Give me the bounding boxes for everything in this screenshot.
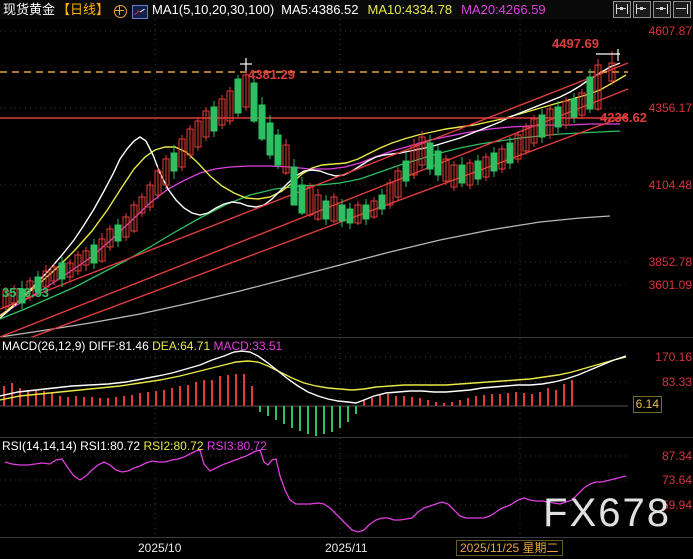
ma100-line xyxy=(0,215,611,337)
rsi-y-axis[interactable]: 87.34 73.64 59.94 xyxy=(627,438,693,538)
macd-dea-value: DEA:64.71 xyxy=(152,339,211,353)
macd-y-axis[interactable]: 170.16 83.33 6.14 xyxy=(627,338,693,438)
trend-channel-lines xyxy=(0,62,628,337)
candlestick-series xyxy=(2,49,620,311)
macd-plot-area[interactable] xyxy=(0,338,628,438)
price-plot-area[interactable] xyxy=(0,19,628,337)
rsi-y-label: 59.94 xyxy=(661,498,692,512)
macd-y-label: 83.33 xyxy=(661,375,692,389)
annotation-swing-high: 4381.29 xyxy=(248,67,295,82)
price-svg xyxy=(0,19,628,337)
jump-latest-button[interactable] xyxy=(673,1,691,18)
rsi-pane[interactable]: RSI(14,14,14) RSI1:80.72 RSI2:80.72 RSI3… xyxy=(0,437,693,538)
crosshair-circle-icon[interactable] xyxy=(114,5,128,18)
watermark: FX678 xyxy=(543,491,671,535)
rsi-title-row: RSI(14,14,14) RSI1:80.72 RSI2:80.72 RSI3… xyxy=(2,439,267,453)
macd-histogram-negative xyxy=(259,406,357,436)
annotation-low-price: 3579.53 xyxy=(2,285,49,300)
price-y-label: 4104.48 xyxy=(648,178,692,192)
fit-screen-button[interactable] xyxy=(613,1,631,18)
symbol-label: 现货黄金 xyxy=(3,2,56,17)
ma10-value: MA10:4334.78 xyxy=(367,2,453,17)
ma30-line xyxy=(0,130,621,320)
shift-left-button[interactable] xyxy=(633,1,651,18)
macd-macd-value: MACD:33.51 xyxy=(213,339,283,353)
macd-title-row: MACD(26,12,9) DIFF:81.46 DEA:64.71 MACD:… xyxy=(2,339,282,353)
macd-param-label: MACD(26,12,9) xyxy=(2,339,86,353)
rsi1-value: RSI1:80.72 xyxy=(80,439,141,453)
macd-pane[interactable]: MACD(26,12,9) DIFF:81.46 DEA:64.71 MACD:… xyxy=(0,337,693,438)
price-y-label: 3852.78 xyxy=(648,255,692,269)
macd-y-label: 170.16 xyxy=(655,350,692,364)
annotation-high-price: 4497.69 xyxy=(552,36,599,51)
time-tick-label: 2025/11 xyxy=(325,541,368,555)
price-y-axis[interactable]: 4607.87 4356.17 4104.48 3852.78 3601.09 xyxy=(627,19,693,337)
macd-svg xyxy=(0,338,628,438)
rsi-line xyxy=(4,449,627,533)
rsi-y-label: 73.64 xyxy=(661,473,692,487)
ma5-value: MA5:4386.52 xyxy=(281,2,359,17)
price-candlestick-pane[interactable]: 4497.69 4381.29 4236.62 3579.53 4607.87 … xyxy=(0,19,693,337)
ma-config-label: MA1(5,10,20,30,100) xyxy=(152,2,275,17)
rsi-plot-area[interactable] xyxy=(0,438,628,538)
rsi-svg xyxy=(0,438,628,538)
price-grid xyxy=(0,19,628,337)
period-label: 【日线】 xyxy=(57,2,110,17)
macd-current-value-badge: 6.14 xyxy=(632,396,662,413)
price-y-label: 4607.87 xyxy=(648,24,692,38)
swing-high-cursor xyxy=(240,58,252,71)
chart-header: 现货黄金 【日线】 MA1(5,10,20,30,100) MA5:4386.5… xyxy=(0,0,693,19)
macd-histogram-positive xyxy=(3,374,573,406)
shift-right-button[interactable] xyxy=(653,1,671,18)
last-bar-cursor xyxy=(596,49,620,61)
time-axis[interactable]: 2025/10 2025/11 2025/11/25 星期二 xyxy=(0,537,693,559)
price-y-label: 4356.17 xyxy=(648,101,692,115)
ma5-line xyxy=(0,62,621,319)
rsi-param-label: RSI(14,14,14) xyxy=(2,439,77,453)
mini-chart-icon[interactable] xyxy=(132,4,149,19)
macd-dea-line xyxy=(0,356,627,401)
time-tick-label: 2025/10 xyxy=(138,541,182,555)
macd-diff-value: DIFF:81.46 xyxy=(88,339,149,353)
current-date-badge: 2025/11/25 星期二 xyxy=(456,540,563,556)
macd-grid xyxy=(0,338,628,438)
price-y-label: 3601.09 xyxy=(648,278,692,292)
rsi-y-label: 87.34 xyxy=(661,449,692,463)
annotation-support-level: 4236.62 xyxy=(600,110,647,125)
rsi2-value: RSI2:80.72 xyxy=(143,439,204,453)
rsi-grid xyxy=(0,438,628,538)
toolbar xyxy=(613,1,691,18)
macd-diff-line xyxy=(0,350,627,404)
ma20-value: MA20:4266.59 xyxy=(461,2,546,17)
rsi3-value: RSI3:80.72 xyxy=(206,439,267,453)
